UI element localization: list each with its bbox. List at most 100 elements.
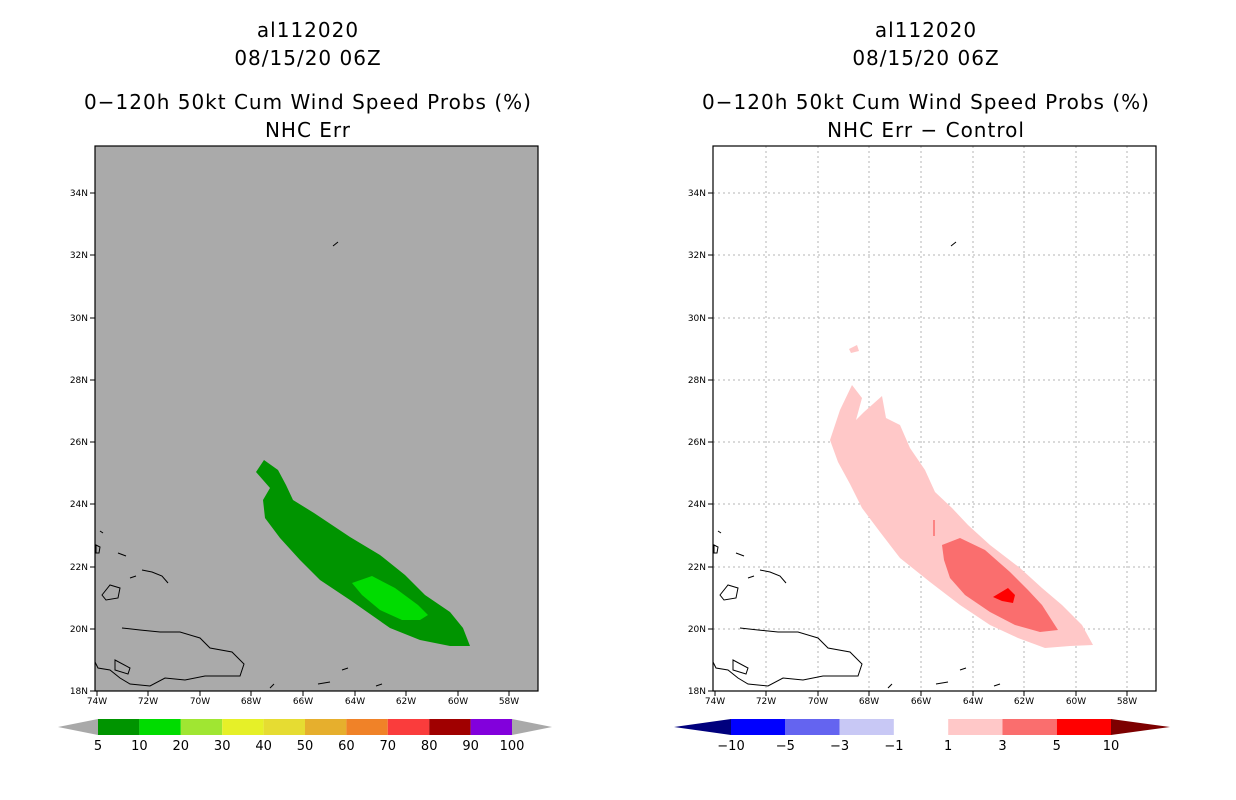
right-colorbar-swatch [731,719,786,735]
left-prob-contour-10 [352,576,428,620]
left-colorbar-label: 40 [255,739,272,754]
left-colorbar-label: 90 [462,739,479,754]
right-datetime: 08/15/20 06Z [852,46,1000,70]
left-colorbar-label: 100 [500,739,525,754]
left-lat-axis: 34N 32N 30N 28N 26N 24N 22N 20N 18N [70,189,95,697]
left-lat-label: 34N [70,189,88,199]
right-colorbar-swatch [893,719,949,735]
left-lon-label: 68W [241,697,261,707]
left-lat-label: 24N [70,500,88,510]
left-colorbar-label: 60 [338,739,355,754]
left-colorbar: 5 10 20 30 40 50 60 70 80 90 100 [58,719,552,754]
right-lon-label: 62W [1014,697,1034,707]
right-lon-label: 66W [911,697,931,707]
left-lon-label: 62W [396,697,416,707]
right-lat-axis: 34N 32N 30N 28N 26N 24N 22N 20N 18N [688,189,713,697]
left-map-frame [94,145,539,692]
left-lon-label: 70W [190,697,210,707]
left-colorbar-swatch [263,719,305,735]
left-lat-label: 18N [70,687,88,697]
left-colorbar-swatch [470,719,512,735]
left-colorbar-label: 30 [214,739,231,754]
left-lat-label: 30N [70,314,88,324]
right-lon-label: 74W [705,697,725,707]
right-lat-label: 20N [688,625,706,635]
right-lon-label: 58W [1117,697,1137,707]
left-lon-label: 66W [293,697,313,707]
right-lat-label: 22N [688,563,706,573]
left-coastlines [94,241,383,689]
right-colorbar: −10 −5 −3 −1 1 3 5 10 [674,719,1170,754]
left-lat-label: 20N [70,625,88,635]
left-colorbar-left-end [58,719,98,735]
right-lon-label: 64W [963,697,983,707]
right-subtitle: NHC Err − Control [827,118,1025,142]
right-colorbar-swatch [785,719,840,735]
left-lat-label: 26N [70,438,88,448]
right-lat-label: 32N [688,251,706,261]
right-diff-contour-1-island [849,345,859,353]
right-colorbar-label: 10 [1103,739,1120,754]
right-storm-id: al112020 [874,18,978,42]
right-lat-label: 34N [688,189,706,199]
left-lon-label: 58W [499,697,519,707]
right-lat-label: 28N [688,376,706,386]
left-colorbar-label: 5 [94,739,102,754]
right-map-background [713,146,1156,691]
left-storm-id: al112020 [256,18,360,42]
left-lon-label: 60W [448,697,468,707]
left-colorbar-swatch [387,719,430,735]
left-prob-contour-5 [256,460,470,646]
left-colorbar-label: 50 [297,739,314,754]
left-lon-label: 64W [345,697,365,707]
left-colorbar-label: 20 [173,739,190,754]
left-product-title: 0−120h 50kt Cum Wind Speed Probs (%) [84,90,532,114]
left-colorbar-swatch [222,719,264,735]
left-lat-label: 22N [70,563,88,573]
left-colorbar-label: 80 [421,739,438,754]
left-colorbar-swatch [346,719,388,735]
right-diff-contour-3 [942,538,1058,632]
right-lat-label: 30N [688,314,706,324]
right-lat-label: 18N [688,687,706,697]
left-lon-label: 72W [138,697,158,707]
right-lat-label: 26N [688,438,706,448]
right-colorbar-swatch [948,719,1003,735]
right-colorbar-label: 1 [944,739,952,754]
left-colorbar-right-end [512,719,552,735]
right-lon-label: 60W [1066,697,1086,707]
left-lat-label: 28N [70,376,88,386]
left-map-background [95,146,538,691]
right-colorbar-label: 3 [998,739,1006,754]
right-colorbar-swatch [1002,719,1057,735]
left-colorbar-swatch [139,719,181,735]
right-product-title: 0−120h 50kt Cum Wind Speed Probs (%) [702,90,1150,114]
right-colorbar-left-end [674,719,731,735]
right-lat-label: 24N [688,500,706,510]
left-lat-label: 32N [70,251,88,261]
right-lon-label: 70W [808,697,828,707]
right-colorbar-label: −3 [830,739,849,754]
right-coastlines [712,241,1001,689]
left-colorbar-swatch [180,719,223,735]
left-lon-label: 74W [87,697,107,707]
right-colorbar-label: 5 [1053,739,1061,754]
right-map-frame [712,145,1157,692]
left-colorbar-swatch [429,719,471,735]
left-colorbar-swatch [305,719,347,735]
right-colorbar-label: −5 [776,739,795,754]
right-lon-axis: 74W 72W 70W 68W 66W 64W 62W 60W 58W [705,691,1137,707]
left-lon-axis: 74W 72W 70W 68W 66W 64W 62W 60W 58W [87,691,519,707]
right-colorbar-swatch [839,719,894,735]
right-colorbar-swatch [1056,719,1112,735]
right-colorbar-label: −1 [884,739,903,754]
right-diff-contour-1 [830,385,1093,648]
left-colorbar-label: 70 [380,739,397,754]
left-colorbar-swatch [98,719,140,735]
left-colorbar-label: 10 [131,739,148,754]
right-diff-contour-5 [993,588,1015,603]
right-lon-label: 72W [756,697,776,707]
right-lon-label: 68W [859,697,879,707]
